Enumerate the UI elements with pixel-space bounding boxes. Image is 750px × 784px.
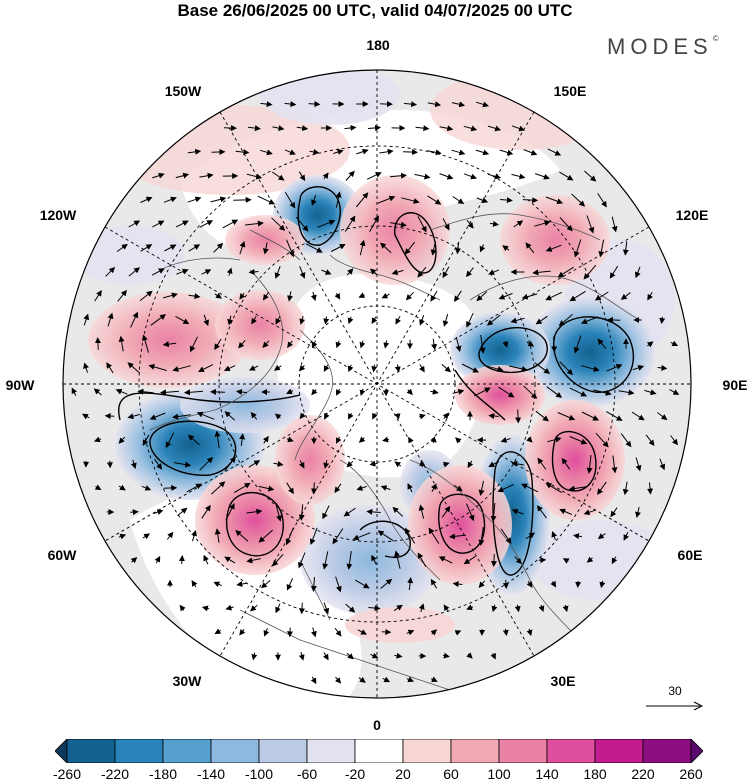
colorbar-swatch xyxy=(211,739,259,763)
lon-label-150w: 150W xyxy=(165,83,202,99)
colorbar-tick-label: -220 xyxy=(101,766,129,782)
reference-vector: 30 xyxy=(644,684,706,714)
colorbar-tick-label: 260 xyxy=(679,766,702,782)
colorbar-swatch xyxy=(67,739,115,763)
colorbar-tick-label: -60 xyxy=(297,766,317,782)
colorbar-tick-label: -140 xyxy=(197,766,225,782)
colorbar-swatch xyxy=(115,739,163,763)
wind-vector xyxy=(506,580,507,588)
wind-vector xyxy=(422,461,423,467)
colorbar-swatch xyxy=(691,739,703,763)
wind-vector xyxy=(182,556,183,564)
map-disc xyxy=(63,65,691,712)
wind-vector xyxy=(302,603,303,614)
lon-label-30e: 30E xyxy=(551,673,576,689)
colorbar-tick-label: 140 xyxy=(535,766,558,782)
wind-vector xyxy=(403,152,417,153)
wind-vector xyxy=(518,410,519,423)
lon-label-90w: 90W xyxy=(6,377,36,393)
colorbar-tick-label: -180 xyxy=(149,766,177,782)
colorbar-swatch xyxy=(55,739,67,763)
colorbar-tick-label: 100 xyxy=(487,766,510,782)
lon-label-60e: 60E xyxy=(678,547,703,563)
colorbar-tick-label: -260 xyxy=(53,766,81,782)
colorbar-swatch xyxy=(403,739,451,763)
reference-vector-arrow xyxy=(644,700,706,712)
colorbar-tick-label: 220 xyxy=(631,766,654,782)
wind-vector xyxy=(494,554,495,566)
lon-label-90e: 90E xyxy=(723,377,748,393)
lon-label-120e: 120E xyxy=(676,207,709,223)
lon-label-120w: 120W xyxy=(40,207,77,223)
colorbar-tick-label: 60 xyxy=(443,766,459,782)
lon-label-30w: 30W xyxy=(173,673,203,689)
colorbar-swatch xyxy=(355,739,403,763)
colorbar-labels: -260 -220 -180 -140 -100 -60 -20 20 60 100 140 180 2… xyxy=(0,766,750,784)
colorbar-swatch xyxy=(259,739,307,763)
colorbar-swatch xyxy=(499,739,547,763)
lon-label-60w: 60W xyxy=(48,547,78,563)
wind-vector xyxy=(98,338,99,350)
lon-label-150e: 150E xyxy=(554,83,587,99)
reference-vector-label: 30 xyxy=(644,684,706,698)
colorbar-tick-label: -100 xyxy=(245,766,273,782)
colorbar-swatch xyxy=(595,739,643,763)
colorbar xyxy=(55,739,703,763)
colorbar-tick-label: -20 xyxy=(345,766,365,782)
wind-vector xyxy=(130,512,138,513)
colorbar-swatch xyxy=(163,739,211,763)
lon-label-180: 180 xyxy=(366,37,390,53)
colorbar-tick-label: 180 xyxy=(583,766,606,782)
colorbar-swatch xyxy=(643,739,691,763)
colorbar-tick-label: 20 xyxy=(395,766,411,782)
lon-label-0: 0 xyxy=(373,717,381,733)
colorbar-swatch xyxy=(451,739,499,763)
colorbar-swatch xyxy=(547,739,595,763)
colorbar-swatch xyxy=(307,739,355,763)
